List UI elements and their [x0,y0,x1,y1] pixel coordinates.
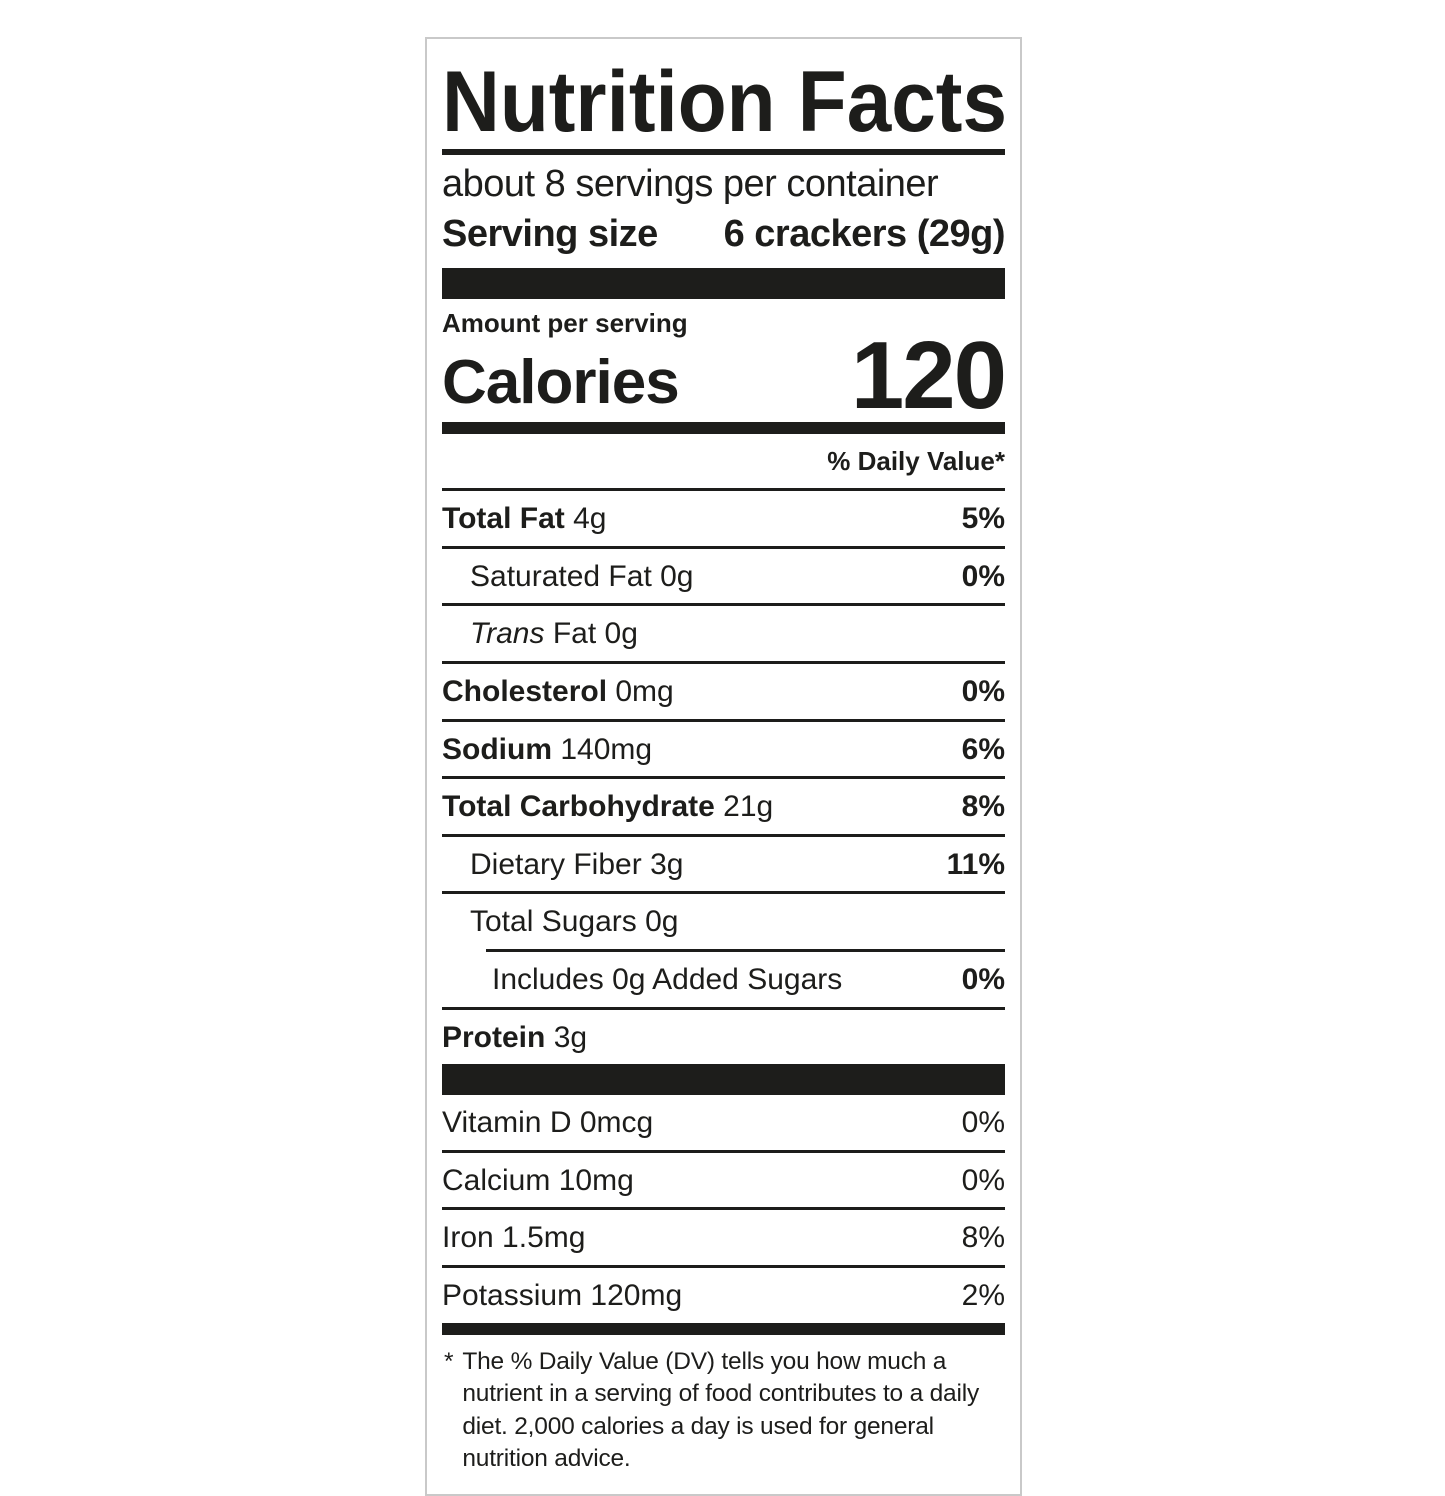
calories-label: Calories [442,348,680,418]
nutrient-name-amount: Dietary Fiber 3g [470,847,684,881]
section-divider-bar [442,1322,1005,1335]
nutrient-dv: 6% [961,732,1005,766]
footnote: * The % Daily Value (DV) tells you how m… [442,1335,1005,1484]
added-sugars-divider [486,948,1005,952]
nutrient-name-amount: Includes 0g Added Sugars [492,962,843,996]
nutrient-row-cholesterol: Cholesterol 0mg 0% [442,661,1005,719]
nutrient-name-amount: Saturated Fat 0g [470,559,694,593]
nutrient-name-amount: Sodium 140mg [442,732,653,766]
nutrient-name-amount: Cholesterol 0mg [442,675,674,709]
mineral-row-vitamin-d: Vitamin D 0mcg 0% [442,1095,1005,1150]
mineral-dv: 2% [961,1278,1005,1312]
mineral-row-calcium: Calcium 10mg 0% [442,1149,1005,1208]
page-title: Nutrition Facts [442,54,1007,149]
nutrient-dv: 0% [961,675,1005,709]
nutrient-name-amount: Protein 3g [442,1020,588,1054]
nutrient-row-protein: Protein 3g [442,1006,1005,1065]
nutrition-facts-label: Nutrition Facts about 8 servings per con… [425,37,1022,1496]
servings-per-container: about 8 servings per container [442,163,939,205]
nutrient-row-total-sugars: Total Sugars 0g [442,891,1005,949]
serving-size-value: 6 crackers (29g) [723,213,1006,256]
nutrient-row-total-fat: Total Fat 4g 5% [442,488,1005,546]
serving-size-label: Serving size [442,213,658,256]
nutrient-row-trans-fat: Trans Fat 0g [442,603,1005,661]
mineral-name-amount: Iron 1.5mg [442,1221,586,1255]
nutrient-name-amount: Total Sugars 0g [470,905,679,939]
mineral-name-amount: Potassium 120mg [442,1278,683,1312]
footnote-asterisk: * [444,1347,454,1375]
nutrient-dv: 11% [946,847,1005,881]
nutrient-dv: 0% [961,559,1005,593]
mineral-dv: 0% [961,1106,1005,1140]
section-divider-bar [442,422,1005,435]
calories-row: Calories 120 [442,322,1007,430]
nutrient-name-amount: Trans Fat 0g [470,617,638,651]
mineral-row-iron: Iron 1.5mg 8% [442,1207,1005,1265]
nutrient-name-amount: Total Carbohydrate 21g [442,790,774,824]
nutrient-row-sodium: Sodium 140mg 6% [442,718,1005,777]
nutrient-dv: 0% [961,962,1005,996]
nutrient-dv: 5% [961,502,1005,536]
nutrient-row-dietary-fiber: Dietary Fiber 3g 11% [442,833,1005,892]
label-title-block: Nutrition Facts [442,54,1007,149]
serving-size-row: Serving size 6 crackers (29g) [442,207,1006,268]
nutrient-row-saturated-fat: Saturated Fat 0g 0% [442,545,1005,604]
calories-value: 120 [850,322,1007,430]
daily-value-header: % Daily Value* [827,446,1005,477]
footnote-text: The % Daily Value (DV) tells you how muc… [462,1347,980,1473]
mineral-name-amount: Calcium 10mg [442,1163,634,1197]
title-divider [442,149,1005,155]
section-divider-bar [442,268,1005,300]
nutrient-name-amount: Total Fat 4g [442,502,607,536]
nutrient-row-total-carbohydrate: Total Carbohydrate 21g 8% [442,776,1005,834]
nutrient-dv: 8% [961,790,1005,824]
mineral-dv: 8% [961,1221,1005,1255]
section-divider-bar [442,1064,1005,1096]
mineral-row-potassium: Potassium 120mg 2% [442,1264,1005,1323]
nutrient-row-added-sugars: Includes 0g Added Sugars 0% [442,952,1005,1007]
mineral-dv: 0% [961,1163,1005,1197]
amount-per-serving-label: Amount per serving [442,308,688,339]
mineral-name-amount: Vitamin D 0mcg [442,1106,654,1140]
